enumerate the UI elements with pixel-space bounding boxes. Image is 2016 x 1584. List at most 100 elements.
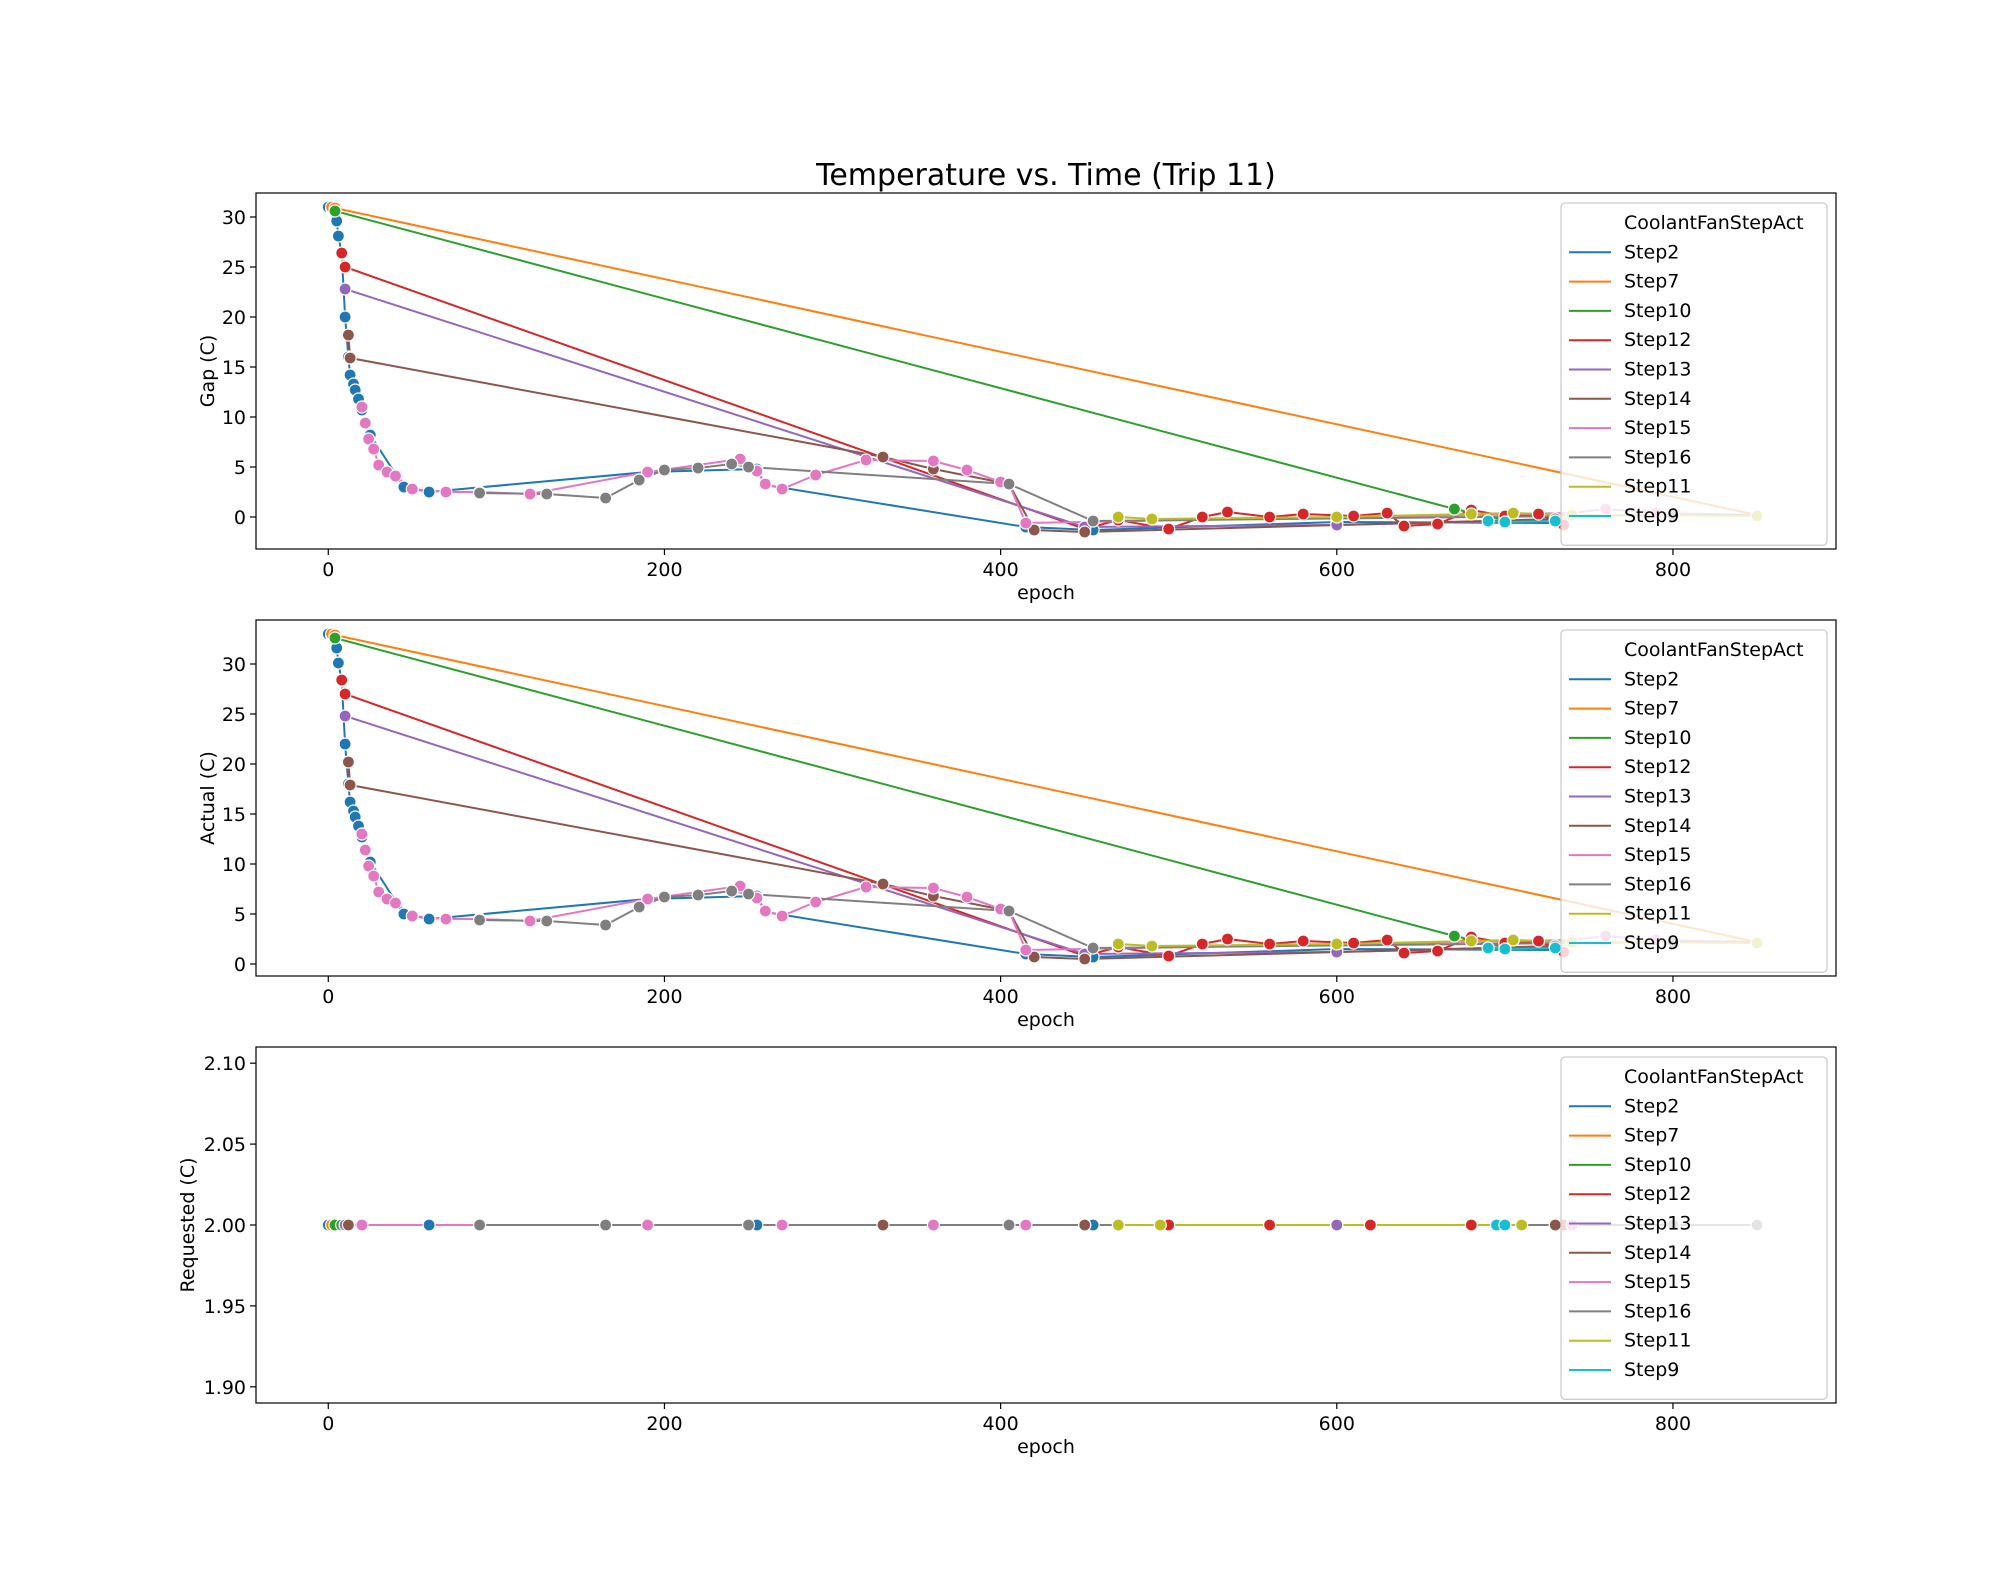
y-axis-label: Requested (C)	[177, 1157, 199, 1292]
point-step2	[338, 737, 352, 751]
point-step2	[422, 1218, 436, 1232]
legend: CoolantFanStepAct Step2 Step7 Step10 Step12 S…	[1560, 629, 1828, 973]
point-step12	[338, 260, 352, 274]
point-step12	[1464, 1218, 1478, 1232]
legend-label-step13: Step13	[1624, 359, 1691, 381]
point-step15	[640, 465, 655, 479]
point-step15	[775, 482, 789, 496]
point-step15	[859, 453, 873, 467]
point-step15	[809, 468, 823, 482]
legend-label-step7: Step7	[1624, 698, 1679, 720]
plot-area	[321, 627, 1764, 966]
point-step12	[1296, 507, 1310, 521]
x-tick-label: 600	[1319, 1413, 1355, 1435]
x-tick-label: 200	[646, 986, 682, 1008]
y-tick-label: 15	[222, 357, 246, 379]
point-step12	[1531, 934, 1546, 948]
point-step11	[1464, 507, 1478, 521]
point-step12	[1195, 937, 1209, 951]
series-line-step9	[1488, 520, 1556, 524]
legend-label-step9: Step9	[1624, 1359, 1679, 1381]
legend-label-step10: Step10	[1624, 727, 1691, 749]
point-step13	[1330, 1218, 1344, 1232]
point-step14	[341, 1218, 355, 1232]
point-step10	[1447, 929, 1462, 943]
legend-label-step10: Step10	[1624, 1154, 1691, 1176]
point-step15	[960, 463, 974, 477]
point-step12	[1430, 517, 1445, 531]
point-step14	[876, 877, 890, 891]
figure-title: Temperature vs. Time (Trip 11)	[815, 158, 1276, 193]
y-tick-label: 10	[222, 407, 246, 429]
point-step16	[473, 486, 487, 500]
point-step16	[598, 918, 613, 932]
x-tick-label: 0	[322, 559, 334, 581]
point-step14	[1078, 1218, 1092, 1232]
point-step12	[1397, 946, 1411, 960]
point-step16	[691, 461, 705, 475]
point-step16	[540, 487, 554, 501]
y-tick-label: 2.05	[204, 1134, 246, 1156]
legend-label-step14: Step14	[1624, 1242, 1691, 1264]
axes-frame	[255, 619, 1837, 977]
x-tick-label: 600	[1319, 559, 1355, 581]
point-step11	[1330, 937, 1344, 951]
y-tick-label: 30	[222, 654, 246, 676]
point-step15	[372, 458, 386, 472]
point-step14	[343, 778, 357, 792]
legend-title: CoolantFanStepAct	[1624, 639, 1804, 661]
legend-label-step7: Step7	[1624, 1125, 1679, 1147]
point-step2	[422, 912, 436, 926]
gap-subplot: 0 200 400 600 800 0 5 10 15 20 25 30 epoch Gap (C) Coo…	[197, 192, 1837, 604]
point-step16	[632, 900, 646, 914]
series-line-step14	[347, 761, 1556, 961]
point-step16	[1086, 941, 1100, 955]
point-step9	[1481, 941, 1495, 955]
legend-box	[1560, 629, 1828, 973]
x-tick-label: 0	[322, 1413, 334, 1435]
point-step16	[473, 1218, 487, 1232]
point-step15	[758, 904, 772, 918]
y-tick-label: 2.00	[204, 1215, 246, 1237]
point-step9	[1498, 942, 1512, 956]
point-step9	[1481, 514, 1495, 528]
x-tick-label: 400	[982, 1413, 1018, 1435]
point-step12	[1531, 507, 1546, 521]
point-step15	[439, 912, 453, 926]
point-step15	[405, 482, 419, 496]
point-step16	[725, 457, 739, 471]
point-step14	[343, 351, 357, 365]
y-tick-label: 5	[234, 457, 246, 479]
point-step12	[1296, 934, 1310, 948]
point-step2	[331, 656, 345, 670]
point-step16	[1002, 1218, 1016, 1232]
point-step11	[1111, 1218, 1125, 1232]
y-tick-label: 25	[222, 257, 246, 279]
requested-subplot: 0 200 400 600 800 1.90 1.95 2.00 2.05 2.10 epoch Re…	[177, 1046, 1837, 1458]
actual-subplot: 0 200 400 600 800 0 5 10 15 20 25 30 epoch Actual (C)…	[197, 619, 1837, 1031]
y-tick-label: 1.95	[204, 1296, 246, 1318]
point-step12	[1220, 932, 1235, 946]
point-step12	[1162, 522, 1176, 536]
point-step9	[1498, 1218, 1512, 1232]
x-axis-label: epoch	[1017, 582, 1075, 604]
point-step16	[657, 463, 672, 477]
series-line-step9	[1488, 947, 1556, 951]
point-step15	[926, 1218, 941, 1232]
point-step15	[859, 880, 873, 894]
x-tick-label: 400	[982, 559, 1018, 581]
point-step15	[640, 892, 655, 906]
point-step14	[1548, 1218, 1562, 1232]
point-step11	[1111, 937, 1125, 951]
point-step12	[1397, 519, 1411, 533]
x-tick-label: 800	[1655, 986, 1691, 1008]
legend-label-step12: Step12	[1624, 1183, 1691, 1205]
point-step11	[1330, 510, 1344, 524]
point-step16	[657, 890, 672, 904]
point-step15	[372, 885, 386, 899]
legend-label-step12: Step12	[1624, 756, 1691, 778]
series-line-step7	[331, 206, 1758, 516]
y-tick-label: 15	[222, 804, 246, 826]
point-step12	[1262, 510, 1277, 524]
point-step16	[1002, 904, 1016, 918]
